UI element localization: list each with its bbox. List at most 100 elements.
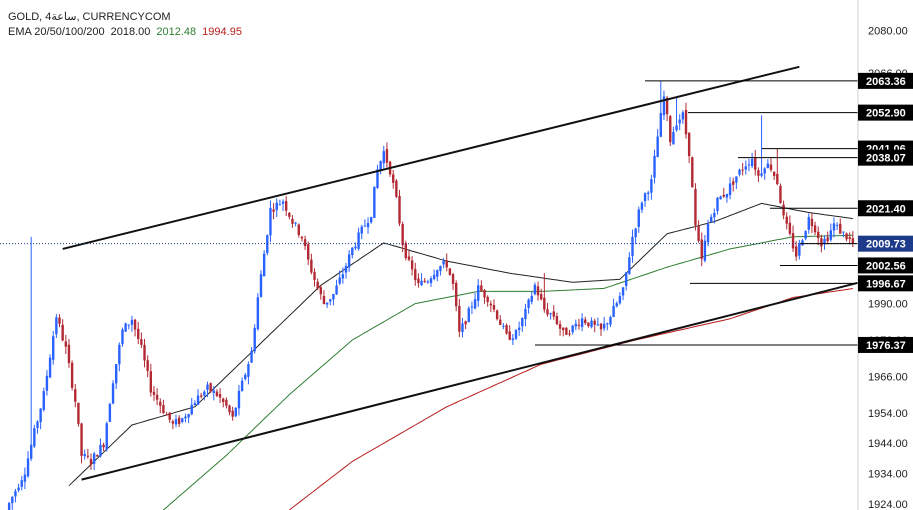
- candle-body: [237, 390, 241, 409]
- candle: [33, 424, 36, 449]
- candle-body: [445, 260, 448, 268]
- candle-body: [760, 173, 763, 176]
- candle: [776, 148, 779, 186]
- level-tag-label: 1976.37: [866, 340, 906, 352]
- candle: [284, 195, 288, 217]
- candle: [376, 164, 379, 189]
- candle: [615, 301, 618, 308]
- candle: [832, 217, 836, 238]
- candle: [45, 370, 49, 396]
- candle-body: [669, 116, 672, 143]
- candle-body: [763, 168, 766, 174]
- candle-body: [624, 272, 628, 286]
- candle-body: [322, 296, 326, 304]
- candle-body: [58, 317, 61, 324]
- candle: [193, 400, 197, 406]
- candle-body: [461, 323, 464, 333]
- candle-body: [291, 218, 294, 224]
- level-tag-bg: [858, 275, 913, 292]
- candle-body: [590, 320, 593, 328]
- candle: [467, 306, 470, 323]
- candle: [137, 321, 140, 345]
- candle: [464, 320, 467, 330]
- candle: [782, 200, 785, 220]
- candle: [609, 315, 612, 328]
- candle: [650, 174, 653, 200]
- candle: [502, 323, 505, 330]
- candle: [684, 102, 688, 139]
- candle-body: [231, 410, 234, 417]
- candle: [369, 216, 373, 224]
- candle: [637, 206, 640, 233]
- candle: [351, 247, 354, 259]
- candle-body: [584, 319, 587, 324]
- candle-body: [785, 216, 788, 224]
- candle: [278, 199, 282, 206]
- candle-body: [429, 278, 433, 284]
- candle: [373, 186, 376, 219]
- ema100-line: [289, 288, 853, 510]
- candle-body: [48, 357, 52, 378]
- candle: [539, 288, 543, 301]
- candle: [565, 326, 568, 335]
- level-tag: 2063.36: [858, 72, 913, 89]
- candle: [587, 322, 590, 328]
- candle: [130, 315, 134, 332]
- candle-body: [448, 268, 452, 275]
- candle-body: [508, 331, 511, 340]
- candle-body: [612, 305, 615, 318]
- candle: [713, 208, 716, 224]
- candle: [716, 197, 719, 215]
- candle: [231, 406, 234, 421]
- candle: [218, 388, 222, 403]
- candle: [165, 411, 168, 416]
- candle: [779, 183, 782, 204]
- candle: [517, 321, 521, 336]
- candle-body: [546, 309, 549, 315]
- candle: [738, 168, 741, 177]
- candle: [206, 381, 209, 398]
- candle: [111, 380, 115, 405]
- candle-body: [385, 149, 389, 163]
- candle: [83, 449, 86, 460]
- candle: [407, 250, 411, 262]
- candle-body: [262, 253, 266, 277]
- candle: [64, 334, 68, 355]
- candle: [55, 313, 58, 338]
- candle: [653, 149, 656, 184]
- candle: [313, 268, 316, 287]
- candle: [772, 170, 776, 180]
- candle-body: [234, 407, 238, 417]
- candle: [480, 280, 483, 292]
- level-tag-bg: [858, 104, 913, 121]
- candle: [848, 232, 851, 245]
- candle-body: [36, 421, 39, 428]
- candle: [360, 224, 363, 240]
- candle-body: [39, 408, 42, 423]
- candle-body: [414, 269, 417, 281]
- level-tag-bg: [858, 336, 913, 353]
- candle-body: [732, 181, 735, 185]
- candle-body: [70, 362, 74, 388]
- candle-body: [174, 419, 178, 425]
- candle: [662, 90, 666, 121]
- candle-body: [184, 416, 187, 419]
- candle-body: [480, 285, 483, 292]
- candle-body: [596, 324, 600, 326]
- candle: [499, 315, 502, 325]
- candle-body: [477, 285, 480, 301]
- candle-body: [108, 404, 112, 422]
- candle-body: [580, 318, 584, 328]
- candle: [791, 225, 795, 252]
- candle: [801, 238, 804, 246]
- candle: [162, 399, 165, 415]
- y-tick-label: 1954.00: [868, 408, 908, 420]
- candle: [769, 158, 773, 172]
- candle: [511, 334, 515, 345]
- candle: [300, 235, 304, 242]
- candle-body: [206, 384, 209, 390]
- candle-body: [14, 491, 17, 497]
- candle-body: [288, 212, 291, 217]
